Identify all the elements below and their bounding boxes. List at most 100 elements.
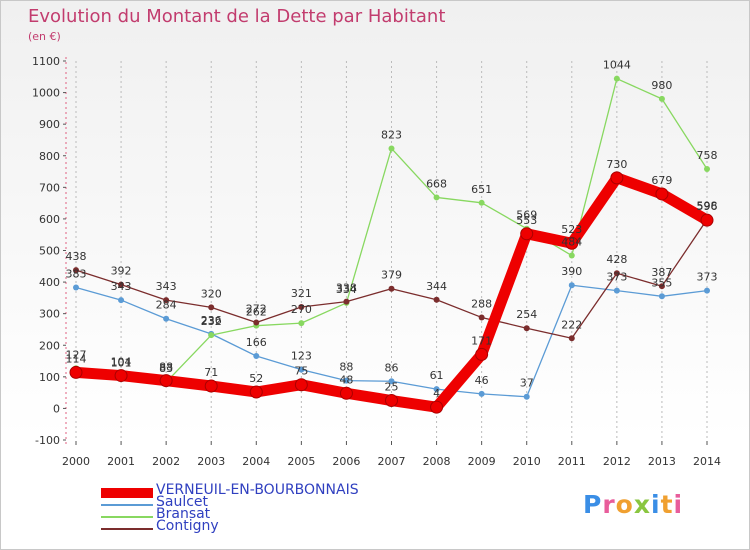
data-label: 270 — [291, 303, 312, 316]
data-label: 104 — [111, 356, 132, 369]
data-label: 86 — [385, 361, 399, 374]
data-label: 272 — [246, 303, 267, 316]
data-point — [208, 304, 215, 311]
x-tick-label: 2010 — [513, 455, 541, 468]
data-label: 730 — [606, 158, 627, 171]
data-label: 262 — [246, 306, 267, 319]
legend-swatch — [101, 516, 153, 518]
legend-label: Saulcet — [156, 494, 209, 510]
data-label: 37 — [520, 377, 534, 390]
data-label: 232 — [201, 315, 222, 328]
data-point — [655, 187, 669, 201]
data-point — [658, 283, 665, 290]
data-label: 114 — [66, 352, 87, 365]
x-tick-label: 2014 — [693, 455, 721, 468]
x-tick-label: 2007 — [378, 455, 406, 468]
proxiti-logo: Proxiti — [583, 490, 684, 519]
data-label: 343 — [111, 280, 132, 293]
series-verneuil-en-bourbonnais — [69, 171, 714, 414]
data-point — [204, 379, 218, 393]
x-tick-label: 2004 — [242, 455, 270, 468]
data-point — [388, 145, 395, 152]
data-point — [523, 325, 530, 332]
series-saulcet — [73, 282, 710, 400]
x-tick-label: 2008 — [423, 455, 451, 468]
data-label: 373 — [697, 271, 718, 284]
data-label: 596 — [697, 200, 718, 213]
data-point — [613, 287, 620, 294]
data-label: 668 — [426, 177, 447, 190]
data-point — [388, 378, 395, 385]
data-point — [565, 236, 579, 250]
data-label: 1044 — [603, 59, 631, 72]
data-point — [339, 386, 353, 400]
data-label: 758 — [697, 149, 718, 162]
data-label: 598 — [697, 200, 718, 213]
y-tick-label: 700 — [39, 181, 60, 194]
data-label: 343 — [156, 280, 177, 293]
data-label: 428 — [606, 253, 627, 266]
data-label: 392 — [111, 265, 132, 278]
data-point — [388, 285, 395, 292]
data-label: 254 — [516, 308, 537, 321]
data-label: 127 — [66, 348, 87, 361]
data-point — [610, 171, 624, 185]
legend-label: VERNEUIL-EN-BOURBONNAIS — [156, 482, 359, 498]
x-tick-label: 2009 — [468, 455, 496, 468]
data-label: 46 — [475, 374, 489, 387]
x-tick-label: 2002 — [152, 455, 180, 468]
y-tick-label: 400 — [39, 276, 60, 289]
x-tick-label: 2000 — [62, 455, 90, 468]
data-label: 390 — [561, 265, 582, 278]
data-label: 101 — [111, 357, 132, 370]
y-tick-label: 200 — [39, 339, 60, 352]
y-tick-label: 300 — [39, 308, 60, 321]
data-label: 438 — [66, 250, 87, 263]
data-label: 88 — [339, 361, 353, 374]
data-point — [163, 315, 170, 322]
data-point — [208, 332, 215, 339]
data-label: 83 — [159, 362, 173, 375]
data-point — [613, 75, 620, 82]
series-contigny — [73, 216, 710, 342]
data-point — [704, 287, 710, 294]
data-point — [253, 352, 260, 359]
legend-label: Bransat — [156, 506, 211, 522]
y-tick-label: 500 — [39, 245, 60, 258]
x-tick-label: 2013 — [648, 455, 676, 468]
data-label: 88 — [159, 361, 173, 374]
data-point — [478, 390, 485, 397]
data-point — [568, 252, 575, 259]
data-point — [433, 296, 440, 303]
data-label: 387 — [651, 266, 672, 279]
data-label: 222 — [561, 318, 582, 331]
data-point — [343, 377, 350, 384]
data-label: 61 — [430, 369, 444, 382]
data-point — [343, 298, 350, 305]
data-point — [163, 297, 170, 304]
data-label: 651 — [471, 183, 492, 196]
y-tick-label: 900 — [39, 118, 60, 131]
x-tick-label: 2003 — [197, 455, 225, 468]
data-label: 48 — [339, 373, 353, 386]
data-point — [475, 347, 489, 361]
x-tick-label: 2005 — [287, 455, 315, 468]
data-label: 484 — [561, 236, 582, 249]
data-point — [294, 378, 308, 392]
data-label: 171 — [471, 334, 492, 347]
data-label: 284 — [156, 299, 177, 312]
data-point — [568, 282, 575, 289]
y-tick-label: 800 — [39, 150, 60, 163]
data-label: 52 — [249, 372, 263, 385]
data-point — [298, 320, 305, 327]
data-label: 553 — [516, 214, 537, 227]
data-point — [478, 314, 485, 321]
data-point — [298, 366, 305, 373]
y-tick-label: -100 — [35, 434, 60, 447]
data-label: 288 — [471, 297, 492, 310]
data-label: 523 — [561, 223, 582, 236]
data-label: 355 — [651, 276, 672, 289]
data-label: 320 — [201, 287, 222, 300]
data-point — [658, 293, 665, 300]
legend-swatch — [101, 488, 153, 498]
